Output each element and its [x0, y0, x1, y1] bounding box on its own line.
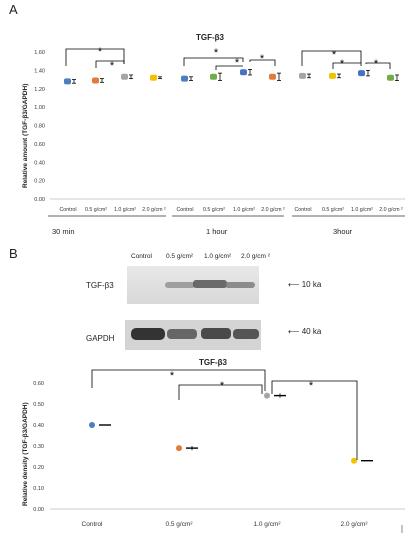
- chart-a-xlabel: 0.5 g/cm²: [322, 207, 344, 213]
- chart-a-point: [64, 78, 71, 85]
- chart-a-ytick: 0.00: [34, 197, 45, 203]
- chart-b-point: [176, 445, 182, 452]
- chart-a-sig-bracket: [365, 62, 391, 69]
- chart-b-xlabel: Control: [82, 521, 104, 528]
- chart-b-ytick: 0.60: [33, 381, 44, 387]
- chart-b-ytick: 0.20: [33, 465, 44, 471]
- chart-b-sig-bracket: [91, 369, 266, 391]
- chart-a-title: TGF-β3: [196, 33, 224, 42]
- gapdh-size-label: 40 ka: [301, 327, 322, 336]
- chart-a-sig-star: *: [332, 49, 337, 61]
- chart-a-ytick: 1.60: [34, 50, 45, 56]
- chart-a-ytick: 0.60: [34, 142, 45, 148]
- blot-lane-control: Control: [131, 253, 152, 260]
- chart-a-point: [358, 70, 365, 77]
- chart-a-xlabel: 2.0 g/cm ²: [261, 207, 285, 213]
- chart-b-ytick: 0.00: [33, 507, 44, 513]
- western-blot-image: [125, 266, 261, 350]
- chart-a-sig-bracket: [215, 65, 243, 70]
- chart-a-ytick: 0.80: [34, 124, 45, 130]
- chart-b-ytick: 0.40: [33, 423, 44, 429]
- chart-a-point: [181, 75, 188, 82]
- chart-a-ytick: 0.40: [34, 160, 45, 166]
- chart-a-point: [92, 77, 99, 84]
- blot-lane-10: 1.0 g/cm²: [204, 253, 232, 260]
- blot-lane-05: 0.5 g/cm²: [166, 253, 194, 260]
- chart-b-xlabel: 1.0 g/cm²: [253, 521, 281, 528]
- chart-a-xlabel: 2.0 g/cm ²: [142, 207, 166, 213]
- tgf-size-marker: ⟵ 10 ka: [288, 280, 322, 289]
- chart-a-sig-star: *: [340, 58, 345, 70]
- chart-a-sig-bracket: [95, 60, 125, 68]
- chart-a-point: [240, 69, 247, 76]
- chart-a-ytick: 1.00: [34, 105, 45, 111]
- chart-b-point: [89, 422, 95, 428]
- group-label-1hour: 1 hour: [206, 227, 228, 236]
- chart-a-sig-star: *: [235, 57, 240, 69]
- group-label-3hour: 3hour: [333, 227, 353, 236]
- chart-b-sig-star: *: [170, 370, 175, 382]
- chart-b-ytick: 0.30: [33, 444, 44, 450]
- blot-lane-20: 2.0 g/cm ²: [241, 253, 270, 260]
- chart-a-sig-bracket: [65, 48, 125, 66]
- chart-b-svg: 0.00 0.10 0.20 0.30 0.40 0.50 0.60 Control 0.5 g…: [33, 369, 405, 533]
- blot-label-tgf: TGF-β3: [86, 281, 114, 290]
- chart-a-sig-bracket: [301, 50, 362, 66]
- chart-b-point: [264, 392, 270, 399]
- chart-b-sig-bracket: [178, 384, 263, 400]
- chart-a-sig-star: *: [214, 47, 219, 59]
- chart-b-title: TGF-β3: [199, 358, 227, 367]
- gapdh-size-marker: ⟵ 40 ka: [288, 327, 322, 336]
- chart-a-sig-bracket: [183, 57, 244, 66]
- chart-a-xlabel: 1.0 g/cm²: [114, 207, 136, 213]
- chart-a-point: [150, 74, 157, 81]
- chart-a-point: [210, 73, 217, 80]
- chart-b-sig-star: *: [220, 380, 225, 392]
- chart-a-xlabel: 1.0 g/cm²: [233, 207, 255, 213]
- chart-b-ytick: 0.50: [33, 402, 44, 408]
- group-label-30min: 30 min: [52, 227, 75, 236]
- chart-a-sig-bracket: [249, 59, 276, 66]
- chart-b-xlabel: 2.0 g/cm²: [340, 521, 368, 528]
- chart-a-xlabel: Control: [176, 207, 193, 213]
- chart-a-sig-star: *: [374, 58, 379, 70]
- chart-b-point: [351, 457, 357, 464]
- chart-b-ytick: 0.10: [33, 486, 44, 492]
- chart-a-point: [299, 72, 306, 79]
- chart-a-sig-star: *: [260, 53, 265, 65]
- chart-a-point: [269, 73, 276, 80]
- chart-a-xlabel: 2.0 g/cm ²: [379, 207, 403, 213]
- tgf-size-label: 10 ka: [301, 280, 322, 289]
- chart-a-xlabel: 0.5 g/cm²: [203, 207, 225, 213]
- chart-a-point: [329, 72, 336, 79]
- chart-a-sig-bracket: [332, 62, 362, 69]
- chart-a-sig-star: *: [98, 46, 103, 58]
- panel-b-letter: B: [9, 246, 18, 261]
- blot-label-gapdh: GAPDH: [86, 334, 115, 343]
- panel-a-letter: A: [9, 2, 18, 17]
- chart-a-point: [121, 73, 128, 80]
- chart-a-ytick: 0.20: [34, 179, 45, 185]
- chart-a-xlabel: 0.5 g/cm²: [85, 207, 107, 213]
- chart-a-xlabel: Control: [294, 207, 311, 213]
- chart-b-sig-star: *: [309, 380, 314, 392]
- chart-a-sig-star: *: [110, 60, 115, 72]
- chart-a-ytick: 1.40: [34, 68, 45, 74]
- chart-a-xlabel: Control: [59, 207, 76, 213]
- chart-a-point: [387, 74, 394, 81]
- chart-b-sig-bracket: [271, 380, 358, 460]
- chart-b-xlabel: 0.5 g/cm²: [165, 521, 193, 528]
- chart-a-ytick: 1.20: [34, 87, 45, 93]
- chart-a-xlabel: 1.0 g/cm²: [351, 207, 373, 213]
- chart-a-svg: 0.00 0.20 0.40 0.60 0.80 1.00 1.20 1.40 1.60 Cont…: [34, 46, 405, 217]
